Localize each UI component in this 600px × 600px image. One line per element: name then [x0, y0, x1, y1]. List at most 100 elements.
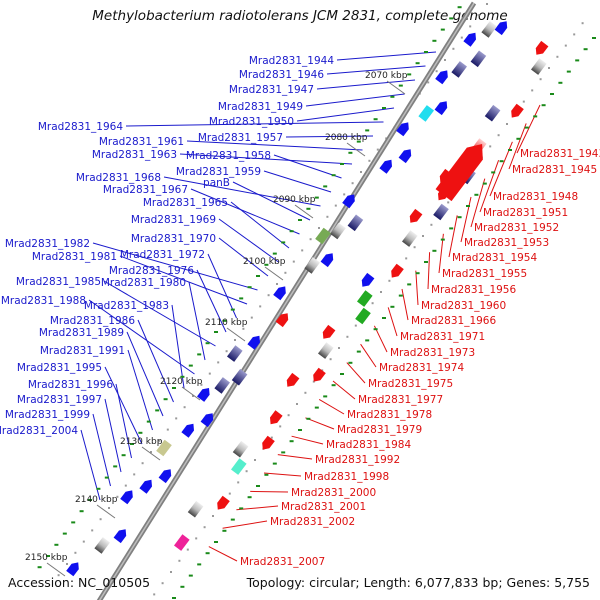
gene-arrow	[342, 194, 355, 209]
leader-line	[316, 79, 416, 90]
plus-gene-label: Mrad2831_2004	[0, 425, 78, 437]
gc-dot	[172, 387, 176, 389]
label-leader-lines	[80, 51, 541, 562]
gc-dot	[46, 555, 50, 557]
plus-gene-label: Mrad2831_1976	[109, 265, 194, 277]
plus-gene-label: Mrad2831_1981	[32, 251, 117, 263]
gc-dot	[180, 585, 185, 588]
skew-dot	[74, 551, 77, 554]
plus-gene-label: Mrad2831_1969	[131, 214, 216, 226]
leader-line	[207, 253, 237, 319]
gene-arrow	[181, 423, 194, 438]
minus-gene-label: Mrad2831_1984	[326, 439, 411, 451]
gene-feature	[481, 21, 498, 38]
plus-gene-label: Mrad2831_1995	[17, 362, 102, 374]
gene-arrow	[379, 159, 392, 174]
skew-dot	[380, 291, 382, 293]
gene-feature	[304, 257, 321, 274]
minus-gene-label: Mrad2831_1960	[421, 300, 506, 312]
leader-line	[232, 181, 311, 221]
gc-dot	[314, 196, 319, 199]
gene-feature	[342, 194, 355, 209]
plus-gene-label: Mrad2831_1983	[84, 300, 169, 312]
gc-dot	[566, 70, 571, 73]
skew-dot	[66, 563, 68, 565]
leader-line	[250, 490, 289, 493]
gene-feature	[463, 32, 476, 47]
leader-line	[171, 304, 185, 389]
skew-dot	[150, 451, 152, 453]
gene-box	[451, 61, 468, 78]
skew-dot	[99, 518, 102, 521]
gc-dot	[113, 465, 118, 468]
leader-line	[115, 383, 132, 459]
gene-arrow	[113, 529, 127, 544]
skew-dot	[360, 171, 362, 173]
gene-feature	[418, 105, 435, 122]
plus-gene-label: Mrad2831_1958	[186, 150, 271, 162]
gene-box	[231, 368, 248, 386]
gene-box	[481, 21, 498, 38]
gene-labels: Mrad2831_1944 Mrad2831_1946 Mrad2831_1947 M…	[0, 55, 600, 568]
skew-dot	[452, 47, 455, 50]
gene-arrow	[286, 372, 300, 387]
skew-dot	[57, 574, 60, 577]
leader-line	[336, 51, 437, 61]
minus-gene-label: Mrad2831_1978	[347, 409, 432, 421]
gc-dot	[331, 174, 336, 177]
skew-dot	[338, 347, 340, 349]
gene-feature	[320, 253, 334, 268]
skew-dot	[287, 414, 290, 417]
leader-line	[387, 307, 398, 337]
gene-feature	[451, 61, 468, 78]
gene-arrow	[66, 562, 79, 577]
gc-dot	[541, 104, 546, 107]
gc-dot	[205, 552, 210, 555]
leader-line	[263, 170, 332, 193]
gc-dot	[197, 353, 202, 356]
skew-dot	[489, 145, 492, 148]
minus-gene-label: Mrad2831_1998	[304, 471, 389, 483]
tick-label: 2110 kbp	[205, 318, 248, 328]
plus-gene-label: Mrad2831_1980	[101, 277, 186, 289]
gene-feature	[494, 21, 508, 36]
gene-feature	[247, 335, 260, 350]
gc-dot	[289, 440, 294, 443]
gc-dot	[440, 238, 445, 241]
skew-dot	[212, 515, 214, 517]
skew-dot	[276, 283, 278, 285]
plus-gene-label: Mrad2831_1999	[5, 409, 90, 421]
gene-box	[401, 230, 418, 247]
genome-summary: Topology: circular; Length: 6,077,833 bp…	[246, 575, 590, 590]
gc-dot	[205, 342, 210, 345]
gc-dot	[508, 149, 512, 151]
gene-feature	[94, 537, 111, 554]
gc-dot	[239, 507, 244, 510]
leader-line	[360, 343, 377, 368]
gc-dot	[491, 171, 496, 174]
gene-box	[484, 104, 501, 122]
skew-dot	[564, 44, 567, 47]
gc-dot	[180, 375, 185, 378]
skew-dot	[116, 495, 119, 498]
gene-feature	[355, 307, 371, 325]
skew-dot	[506, 123, 508, 125]
minus-gene-label: Mrad2831_1948	[493, 191, 578, 203]
skew-dot	[203, 526, 206, 529]
skew-dot	[548, 67, 550, 69]
gene-feature	[270, 410, 283, 425]
gene-feature	[401, 230, 418, 247]
gc-dot	[348, 361, 353, 364]
leader-line	[470, 178, 486, 228]
map-title: Methylobacterium radiotolerans JCM 2831,…	[92, 8, 508, 24]
leader-line	[218, 237, 269, 277]
minus-gene-label: Mrad2831_1977	[358, 394, 443, 406]
gc-dot	[407, 283, 412, 286]
gc-dot	[449, 17, 454, 20]
gene-box	[355, 307, 371, 325]
leader-line	[236, 505, 279, 511]
gc-dot	[256, 275, 260, 277]
gc-dot	[424, 261, 428, 263]
skew-dot	[225, 350, 228, 353]
gene-feature	[435, 144, 483, 202]
